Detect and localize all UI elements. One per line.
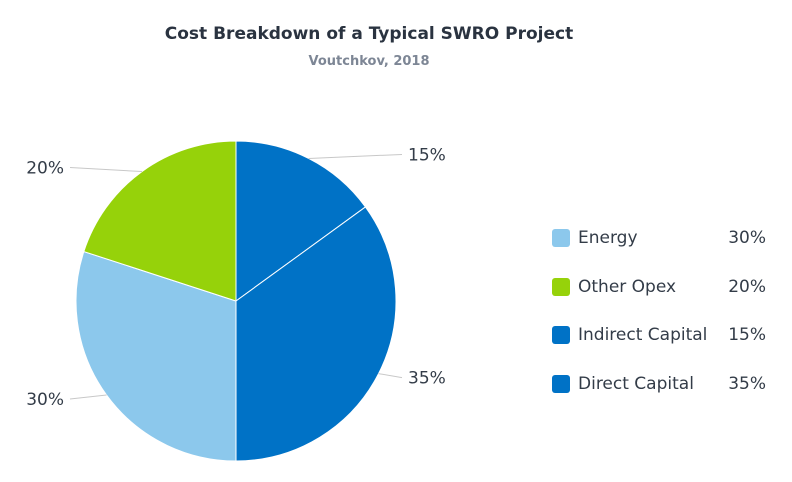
legend-value: 15% (728, 325, 766, 346)
legend-item-indirect-capital[interactable]: Indirect Capital 15% (552, 311, 766, 360)
leader-line (378, 373, 403, 379)
legend-label: Energy (578, 228, 638, 249)
leader-line (308, 153, 403, 159)
pie-slice-indirect-capital[interactable] (235, 140, 367, 302)
legend: Energy 30% Other Opex 20% Indirect Capit… (552, 214, 766, 408)
data-label: 35% (408, 369, 446, 389)
legend-label: Direct Capital (578, 373, 694, 394)
legend-item-other-opex[interactable]: Other Opex 20% (552, 263, 766, 312)
legend-label: Indirect Capital (578, 325, 708, 346)
legend-swatch (552, 374, 570, 393)
data-label: 30% (26, 390, 64, 410)
pie-slice-energy[interactable] (75, 250, 237, 462)
pie-slice-other-opex[interactable] (83, 140, 237, 302)
legend-item-energy[interactable]: Energy 30% (552, 214, 766, 263)
leader-line (69, 167, 142, 173)
legend-swatch (552, 326, 570, 345)
legend-value: 30% (728, 228, 766, 249)
legend-value: 20% (728, 276, 766, 297)
leader-line (69, 394, 107, 400)
legend-swatch (552, 277, 570, 296)
legend-label: Other Opex (578, 276, 677, 297)
legend-item-direct-capital[interactable]: Direct Capital 35% (552, 360, 766, 409)
data-label: 20% (26, 159, 64, 179)
legend-swatch (552, 229, 570, 248)
data-label: 15% (408, 145, 446, 165)
legend-value: 35% (728, 373, 766, 394)
chart-subtitle: Voutchkov, 2018 (308, 54, 430, 69)
chart-title: Cost Breakdown of a Typical SWRO Project (164, 24, 574, 44)
